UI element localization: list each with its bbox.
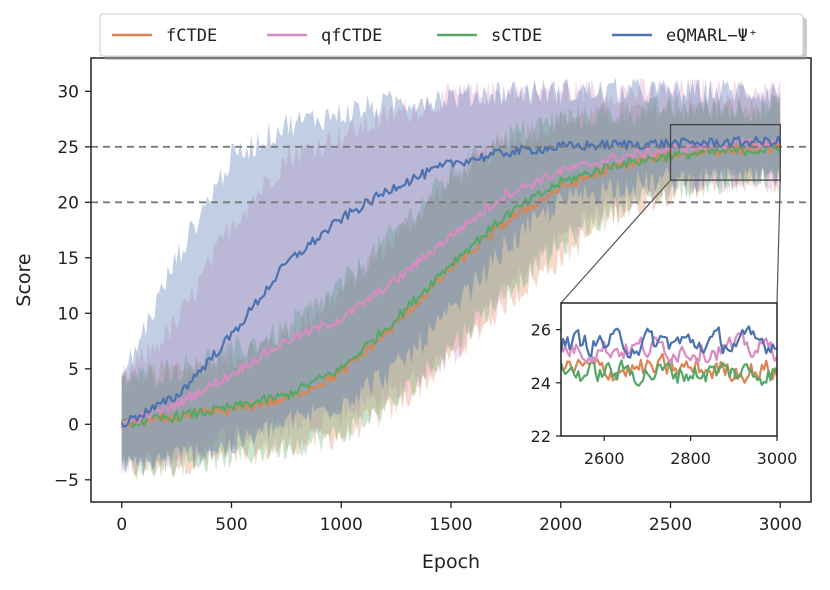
zoom-connector-right — [776, 180, 781, 304]
legend-label-1: qfCTDE — [321, 26, 382, 46]
x-axis-title: Epoch — [422, 551, 480, 573]
x-tick-label: 2500 — [649, 515, 692, 535]
y-tick-label: 30 — [57, 82, 79, 102]
x-tick-label: 1000 — [320, 515, 363, 535]
y-tick-label: 20 — [57, 193, 79, 213]
inset-x-tick-label: 3000 — [757, 449, 798, 468]
band-0 — [121, 94, 781, 476]
x-tick-label: 3000 — [759, 515, 802, 535]
x-tick-label: 1500 — [429, 515, 472, 535]
legend-label-3: eQMARL−Ψ⁺ — [666, 26, 758, 46]
inset-series-line-3 — [561, 325, 777, 359]
y-tick-label: 5 — [68, 360, 79, 380]
band-1 — [121, 78, 781, 475]
band-2 — [121, 94, 781, 481]
y-tick-label: 15 — [57, 249, 79, 269]
zoom-region-box — [669, 123, 781, 181]
zoom-connector-left — [560, 179, 671, 304]
x-tick-label: 0 — [116, 515, 127, 535]
legend: fCTDE qfCTDE sCTDE eQMARL−Ψ⁺ — [99, 13, 807, 60]
inset-plot-area — [561, 325, 777, 387]
inset-background — [561, 303, 777, 436]
plot-area — [120, 77, 782, 481]
y-tick-label: 25 — [57, 138, 79, 158]
y-axis-title: Score — [13, 253, 35, 306]
y-tick-label: 0 — [68, 415, 79, 435]
y-tick-label: −5 — [54, 471, 79, 491]
x-tick-label: 2000 — [539, 515, 582, 535]
inset-plot: 2600 2800 3000 22 24 26 — [531, 179, 798, 468]
inset-x-tick-label: 2800 — [670, 449, 711, 468]
inset-x-tick-label: 2600 — [584, 449, 625, 468]
band-3 — [121, 77, 781, 477]
y-tick-label: 10 — [57, 304, 79, 324]
inset-frame — [560, 302, 778, 437]
inset-y-tick-label: 24 — [531, 374, 551, 393]
main-plot: 0 500 1000 1500 2000 2500 3000 −5 0 5 10 15 20 25 30 Ep… — [13, 57, 812, 573]
legend-label-2: sCTDE — [491, 26, 542, 46]
legend-label-0: fCTDE — [166, 26, 217, 46]
x-tick-label: 500 — [215, 515, 247, 535]
inset-y-tick-label: 26 — [531, 321, 551, 340]
inset-y-tick-label: 22 — [531, 427, 551, 446]
